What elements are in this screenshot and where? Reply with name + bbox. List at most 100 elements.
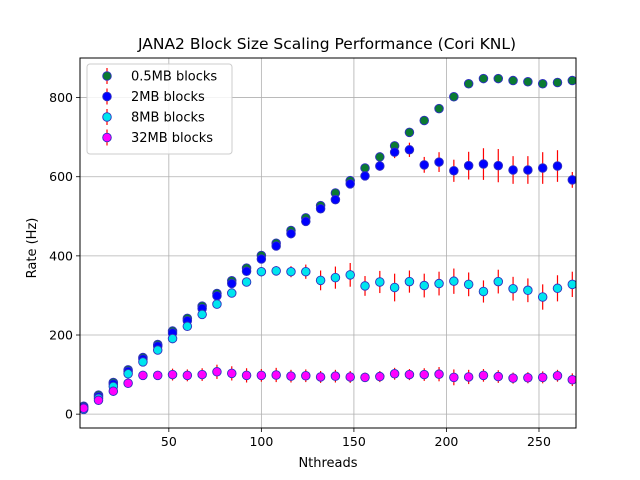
data-point (182, 321, 193, 332)
data-point (493, 160, 504, 171)
data-point (108, 386, 119, 396)
data-point (552, 161, 563, 171)
data-point (301, 266, 311, 277)
data-point (227, 288, 237, 298)
data-point (404, 145, 415, 155)
data-point (419, 115, 429, 126)
x-tick-label: 200 (435, 434, 459, 449)
data-point (523, 372, 533, 383)
data-point (537, 372, 548, 383)
data-point (375, 371, 385, 382)
x-axis-label: Nthreads (298, 456, 357, 471)
data-point (301, 216, 311, 227)
data-point (301, 371, 311, 381)
data-point (478, 73, 489, 84)
data-point (508, 75, 518, 86)
data-point (419, 369, 429, 380)
data-point (537, 292, 548, 302)
data-point (123, 369, 133, 379)
data-point (212, 367, 222, 377)
plot-frame (79, 57, 577, 429)
data-point (463, 160, 474, 171)
data-point (256, 266, 267, 277)
data-point (286, 228, 296, 239)
data-point (182, 370, 193, 381)
data-point (256, 254, 267, 264)
data-point (256, 370, 267, 381)
data-point (449, 92, 459, 102)
data-point (404, 369, 415, 380)
data-point (463, 78, 474, 89)
data-points (80, 73, 576, 415)
legend-marker (102, 91, 112, 102)
data-point (375, 152, 385, 162)
data-point (286, 371, 296, 381)
data-point (523, 76, 533, 87)
data-point (197, 309, 207, 320)
data-point (493, 276, 504, 287)
data-point (404, 276, 415, 287)
data-point (463, 279, 474, 290)
data-point (330, 371, 341, 381)
y-tick-label: 800 (49, 90, 73, 105)
data-point (271, 370, 281, 380)
data-point (241, 277, 252, 287)
legend-marker (102, 112, 112, 122)
data-point (478, 286, 489, 297)
data-point (197, 369, 207, 380)
data-point (345, 372, 355, 382)
data-point (434, 369, 444, 379)
data-point (493, 73, 504, 84)
y-tick-label: 0 (65, 407, 73, 422)
data-point (212, 299, 222, 309)
x-tick-label: 100 (249, 434, 273, 449)
chart-title: JANA2 Block Size Scaling Performance (Co… (137, 35, 516, 53)
data-point (241, 266, 252, 277)
legend-label: 2MB blocks (131, 90, 205, 105)
data-point (80, 403, 89, 413)
data-point (523, 165, 533, 175)
data-point (360, 372, 370, 383)
data-point (508, 165, 518, 175)
data-point (138, 370, 148, 381)
data-point (493, 371, 504, 382)
legend-marker (102, 132, 112, 143)
data-point (360, 171, 370, 181)
data-point (463, 372, 474, 382)
data-point (567, 175, 576, 185)
data-point (241, 370, 252, 381)
data-point (478, 370, 489, 381)
data-point (449, 166, 459, 176)
data-point (315, 275, 326, 286)
data-point (389, 369, 400, 379)
y-tick-label: 200 (49, 328, 73, 343)
legend-label: 8MB blocks (131, 111, 205, 126)
data-point (434, 103, 444, 114)
data-point (434, 157, 444, 167)
y-axis-label: Rate (Hz) (25, 218, 40, 279)
plot-area (79, 57, 577, 429)
data-point (271, 266, 281, 276)
y-tick-label: 600 (49, 169, 73, 184)
data-point (345, 179, 355, 189)
data-point (227, 278, 237, 289)
data-point (419, 280, 429, 291)
data-point (315, 204, 326, 214)
data-point (404, 127, 415, 138)
data-point (123, 378, 133, 389)
x-tick-label: 50 (161, 434, 177, 449)
data-point (552, 77, 563, 88)
legend-label: 0.5MB blocks (131, 70, 217, 85)
x-axis: 50 100 150 200 250 (161, 428, 551, 449)
data-point (167, 369, 178, 380)
series-3 (80, 367, 576, 413)
data-point (552, 283, 563, 294)
data-point (537, 163, 548, 173)
data-point (271, 241, 281, 251)
data-point (434, 278, 444, 289)
data-point (389, 147, 400, 157)
data-point (537, 78, 548, 89)
legend: 0.5MB blocks 2MB blocks 8MB blocks 32MB blo… (86, 63, 233, 155)
data-point (212, 291, 222, 301)
